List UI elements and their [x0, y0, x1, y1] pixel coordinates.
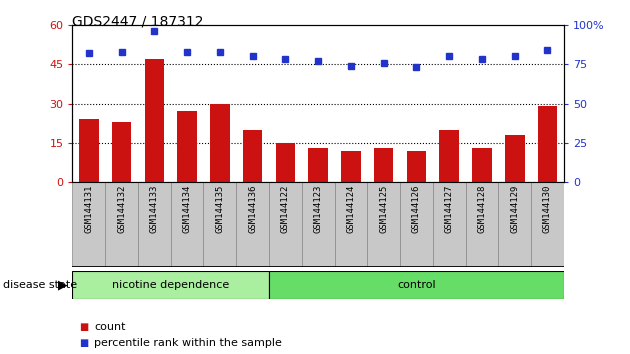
Bar: [367, 182, 400, 267]
Bar: [400, 182, 433, 267]
Text: GSM144136: GSM144136: [248, 185, 257, 233]
Bar: [236, 182, 269, 267]
Text: GDS2447 / 187312: GDS2447 / 187312: [72, 14, 204, 28]
Bar: [466, 182, 498, 267]
Bar: [210, 103, 230, 182]
Text: GSM144126: GSM144126: [412, 185, 421, 233]
Text: GSM144129: GSM144129: [510, 185, 519, 233]
Bar: [406, 151, 427, 182]
Bar: [275, 143, 295, 182]
Text: GSM144135: GSM144135: [215, 185, 224, 233]
Text: ■: ■: [79, 322, 88, 332]
Bar: [269, 182, 302, 267]
Bar: [335, 182, 367, 267]
Bar: [269, 271, 564, 299]
Text: percentile rank within the sample: percentile rank within the sample: [94, 338, 282, 348]
Text: GSM144125: GSM144125: [379, 185, 388, 233]
Bar: [472, 148, 492, 182]
Text: GSM144131: GSM144131: [84, 185, 93, 233]
Text: disease state: disease state: [3, 280, 77, 290]
Text: GSM144128: GSM144128: [478, 185, 486, 233]
Bar: [144, 59, 164, 182]
Text: ▶: ▶: [59, 279, 68, 291]
Text: GSM144122: GSM144122: [281, 185, 290, 233]
Bar: [72, 182, 105, 267]
Bar: [171, 182, 203, 267]
Bar: [433, 182, 466, 267]
Bar: [302, 182, 335, 267]
Text: count: count: [94, 322, 126, 332]
Bar: [177, 112, 197, 182]
Text: GSM144132: GSM144132: [117, 185, 126, 233]
Bar: [531, 182, 564, 267]
Text: GSM144123: GSM144123: [314, 185, 323, 233]
Bar: [138, 182, 171, 267]
Bar: [79, 119, 99, 182]
Bar: [537, 106, 558, 182]
Bar: [112, 122, 132, 182]
Text: GSM144130: GSM144130: [543, 185, 552, 233]
Text: GSM144124: GSM144124: [346, 185, 355, 233]
Text: ■: ■: [79, 338, 88, 348]
Bar: [498, 182, 531, 267]
Bar: [374, 148, 394, 182]
Text: GSM144134: GSM144134: [183, 185, 192, 233]
Bar: [203, 182, 236, 267]
Bar: [243, 130, 263, 182]
Bar: [439, 130, 459, 182]
Text: nicotine dependence: nicotine dependence: [112, 280, 229, 290]
Text: GSM144127: GSM144127: [445, 185, 454, 233]
Text: control: control: [397, 280, 436, 290]
Bar: [505, 135, 525, 182]
Bar: [105, 182, 138, 267]
Text: GSM144133: GSM144133: [150, 185, 159, 233]
Bar: [308, 148, 328, 182]
Bar: [72, 271, 269, 299]
Bar: [341, 151, 361, 182]
